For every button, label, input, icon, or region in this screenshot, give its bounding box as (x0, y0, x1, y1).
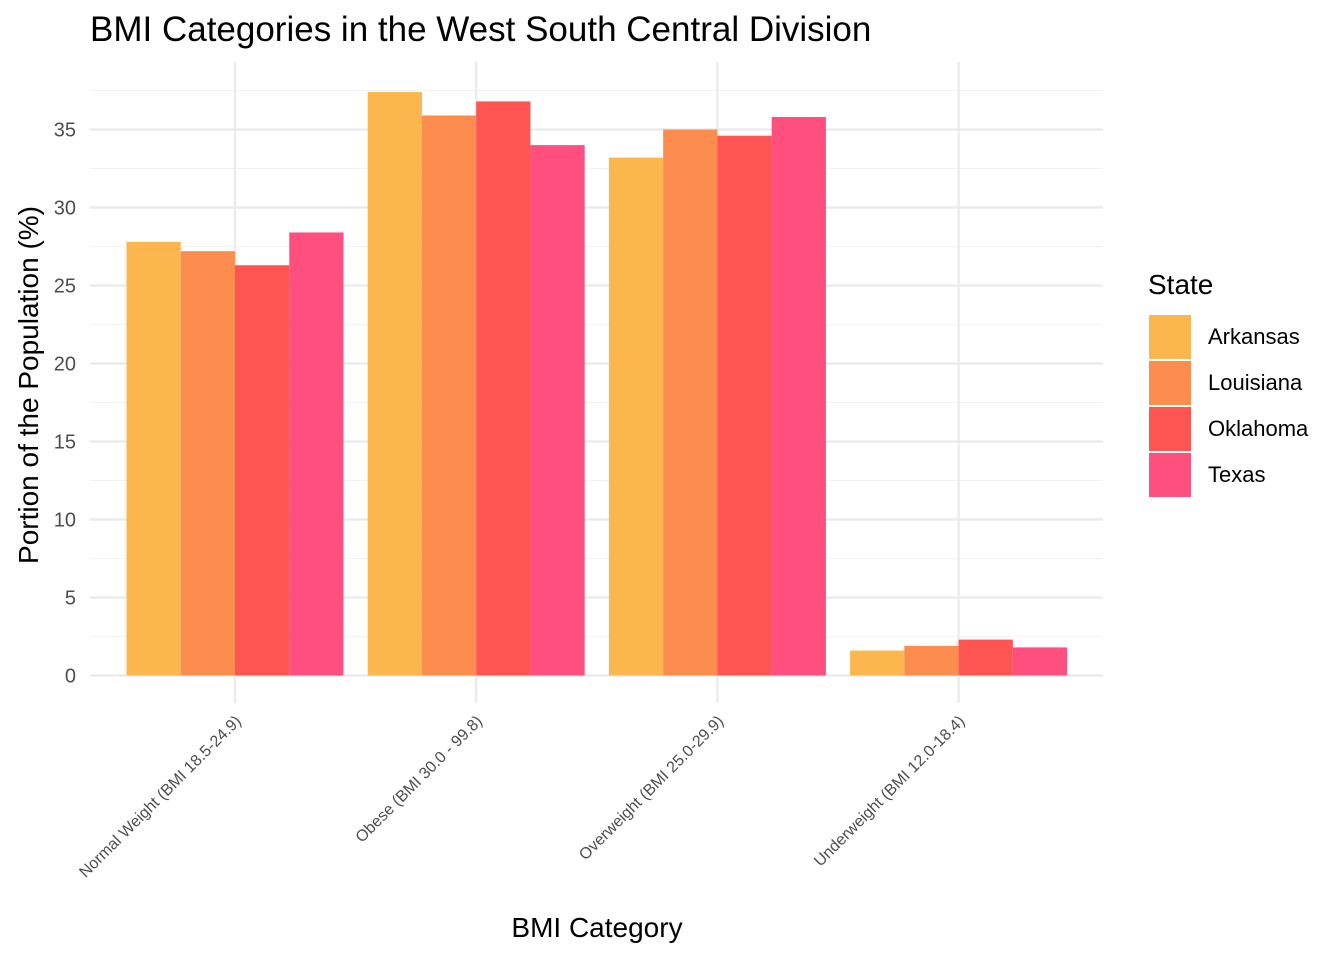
x-tick-label: Normal Weight (BMI 18.5-24.9) (76, 713, 244, 881)
bar-arkansas-2 (367, 92, 422, 676)
y-tick-label: 10 (54, 510, 76, 532)
x-tick-label: Underweight (BMI 12.0-18.4) (811, 713, 968, 870)
bar-texas-3 (771, 117, 826, 676)
bar-texas-1 (289, 232, 344, 676)
bar-louisiana-1 (180, 251, 235, 676)
legend-title: State (1148, 269, 1213, 300)
y-tick-label: 35 (54, 120, 76, 142)
x-tick-label: Obese (BMI 30.0 - 99.8) (353, 713, 486, 846)
y-tick-label: 25 (54, 276, 76, 298)
y-axis-ticks: 0 5 10 15 20 25 30 35 (54, 120, 76, 688)
y-tick-label: 15 (54, 432, 76, 454)
bar-oklahoma-4 (958, 639, 1013, 676)
bar-louisiana-3 (663, 129, 718, 676)
legend-label-texas: Texas (1208, 462, 1265, 487)
bar-texas-4 (1012, 647, 1068, 676)
legend-key-texas (1149, 453, 1191, 497)
bar-arkansas-3 (608, 157, 664, 676)
legend-label-arkansas: Arkansas (1208, 324, 1300, 349)
bar-oklahoma-2 (476, 101, 531, 676)
bar-texas-2 (530, 145, 585, 676)
legend-key-louisiana (1149, 361, 1191, 405)
bars (126, 92, 1068, 676)
y-axis-title: Portion of the Population (%) (13, 206, 44, 564)
bar-oklahoma-1 (235, 265, 290, 676)
x-tick-label: Overweight (BMI 25.0-29.9) (576, 713, 727, 864)
legend-key-arkansas (1149, 315, 1191, 359)
bar-arkansas-4 (850, 650, 905, 676)
x-axis-ticks: Normal Weight (BMI 18.5-24.9) Obese (BMI … (76, 713, 968, 881)
legend: State Arkansas Louisiana Oklahoma Texas (1148, 269, 1309, 497)
y-tick-label: 0 (65, 666, 76, 688)
bar-oklahoma-3 (717, 135, 772, 676)
bar-arkansas-1 (126, 241, 181, 676)
x-axis-title: BMI Category (511, 912, 682, 943)
legend-label-louisiana: Louisiana (1208, 370, 1303, 395)
bar-louisiana-2 (421, 115, 477, 676)
y-tick-label: 30 (54, 198, 76, 220)
bar-louisiana-4 (904, 645, 959, 676)
chart-title: BMI Categories in the West South Central… (90, 10, 871, 49)
y-tick-label: 20 (54, 354, 76, 376)
legend-label-oklahoma: Oklahoma (1208, 416, 1309, 441)
legend-key-oklahoma (1149, 407, 1191, 451)
y-tick-label: 5 (65, 588, 76, 610)
